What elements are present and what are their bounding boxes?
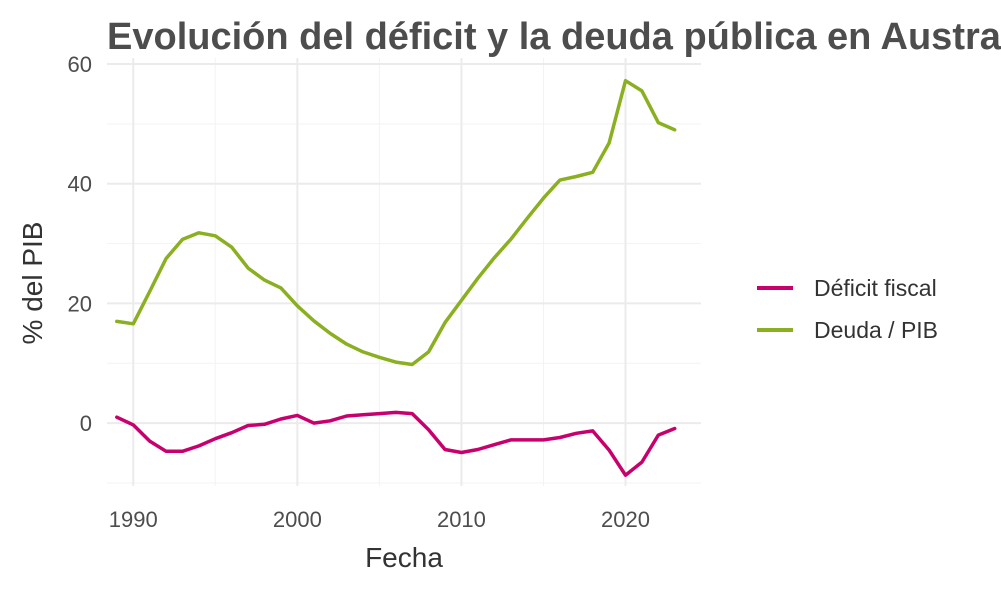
legend-label-2: Deuda / PIB (814, 317, 938, 343)
y-tick-label: 40 (68, 172, 92, 197)
chart-title: Evolución del déficit y la deuda pública… (107, 16, 1001, 58)
y-tick-label: 20 (68, 291, 92, 316)
y-tick-label: 60 (68, 52, 92, 77)
x-tick-label: 2000 (273, 507, 322, 532)
legend-label-1: Déficit fiscal (814, 275, 937, 301)
y-tick-label: 0 (80, 411, 92, 436)
y-axis-title: % del PIB (17, 222, 48, 345)
x-tick-label: 2020 (601, 507, 650, 532)
series-line-2 (115, 78, 677, 367)
x-tick-label: 2010 (437, 507, 486, 532)
x-tick-label: 1990 (109, 507, 158, 532)
series-line-1 (115, 410, 677, 477)
plot-grid (107, 58, 701, 486)
legend: Déficit fiscal Deuda / PIB (757, 275, 938, 343)
x-axis-ticks: 1990 2000 2010 2020 (109, 507, 650, 532)
x-axis-title: Fecha (365, 542, 443, 573)
y-axis-ticks: 0 20 40 60 (68, 52, 92, 436)
series-lines (115, 78, 677, 477)
